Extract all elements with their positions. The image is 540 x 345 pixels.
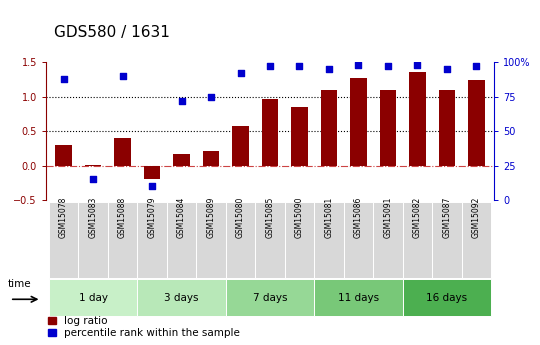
Bar <box>173 154 190 166</box>
Text: 11 days: 11 days <box>338 293 379 303</box>
Text: GSM15082: GSM15082 <box>413 197 422 238</box>
Text: GSM15092: GSM15092 <box>472 197 481 238</box>
Point <box>177 98 186 104</box>
Bar <box>226 202 255 278</box>
Text: time: time <box>8 279 32 289</box>
Bar <box>321 90 337 166</box>
Bar <box>292 107 308 166</box>
Bar <box>56 145 72 166</box>
Point <box>236 70 245 76</box>
Text: 1 day: 1 day <box>79 293 107 303</box>
Text: GSM15079: GSM15079 <box>147 197 157 238</box>
Text: GDS580 / 1631: GDS580 / 1631 <box>54 25 170 40</box>
Text: GSM15083: GSM15083 <box>89 197 98 238</box>
Bar <box>314 202 344 278</box>
Text: 7 days: 7 days <box>253 293 287 303</box>
Bar <box>285 202 314 278</box>
Text: GSM15078: GSM15078 <box>59 197 68 238</box>
Bar <box>314 279 403 316</box>
Point <box>89 177 97 182</box>
Point <box>325 66 333 72</box>
Text: GSM15088: GSM15088 <box>118 197 127 238</box>
Bar <box>85 165 101 166</box>
Text: GSM15084: GSM15084 <box>177 197 186 238</box>
Text: 16 days: 16 days <box>427 293 468 303</box>
Text: GSM15085: GSM15085 <box>266 197 274 238</box>
Bar <box>137 202 167 278</box>
Point <box>295 63 304 69</box>
Point <box>472 63 481 69</box>
Point <box>383 63 392 69</box>
Bar <box>439 90 455 166</box>
Bar <box>373 202 403 278</box>
Bar <box>462 202 491 278</box>
Bar <box>49 202 78 278</box>
Text: GSM15086: GSM15086 <box>354 197 363 238</box>
Bar <box>226 279 314 316</box>
Legend: log ratio, percentile rank within the sample: log ratio, percentile rank within the sa… <box>49 316 240 338</box>
Bar <box>114 138 131 166</box>
Point <box>354 62 363 68</box>
Bar <box>403 202 432 278</box>
Text: GSM15080: GSM15080 <box>236 197 245 238</box>
Bar <box>232 126 248 166</box>
Bar <box>137 279 226 316</box>
Bar <box>49 279 137 316</box>
Point <box>59 76 68 81</box>
Bar <box>262 99 278 166</box>
Text: GSM15089: GSM15089 <box>206 197 215 238</box>
Bar <box>167 202 196 278</box>
Text: GSM15091: GSM15091 <box>383 197 393 238</box>
Bar <box>403 279 491 316</box>
Text: GSM15081: GSM15081 <box>325 197 334 238</box>
Bar <box>255 202 285 278</box>
Text: GSM15090: GSM15090 <box>295 197 304 238</box>
Bar <box>350 78 367 166</box>
Text: 3 days: 3 days <box>164 293 199 303</box>
Bar <box>432 202 462 278</box>
Bar <box>78 202 108 278</box>
Bar <box>196 202 226 278</box>
Bar <box>344 202 373 278</box>
Point <box>443 66 451 72</box>
Point <box>148 184 157 189</box>
Point <box>207 94 215 99</box>
Point <box>266 63 274 69</box>
Bar <box>108 202 137 278</box>
Point <box>118 73 127 79</box>
Point <box>413 62 422 68</box>
Bar <box>203 151 219 166</box>
Bar <box>409 72 426 166</box>
Bar <box>144 166 160 179</box>
Text: GSM15087: GSM15087 <box>442 197 451 238</box>
Bar <box>380 90 396 166</box>
Bar <box>468 80 484 166</box>
